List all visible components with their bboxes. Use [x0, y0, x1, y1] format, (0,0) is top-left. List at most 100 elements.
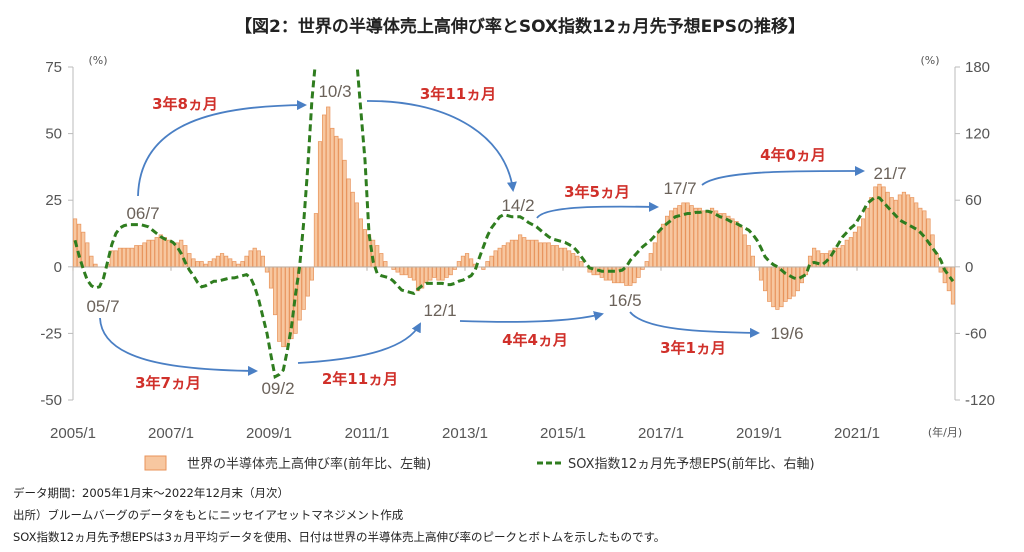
bar — [934, 253, 939, 268]
duration-label: 3年7ヵ月 — [135, 374, 201, 392]
label-21-7: 21/7 — [873, 164, 906, 183]
bar — [240, 261, 245, 268]
bar — [836, 247, 841, 268]
bar — [252, 247, 257, 268]
right-tick-label: 60 — [965, 192, 982, 209]
arrow-06-7-to-10-3 — [137, 100, 307, 197]
bar — [656, 231, 662, 268]
bar — [460, 255, 466, 268]
duration-label: 4年4ヵ月 — [502, 331, 568, 349]
bar — [456, 261, 461, 268]
bar — [362, 229, 368, 268]
right-tick-label: 120 — [965, 126, 990, 143]
label-12-1: 12/1 — [423, 301, 456, 320]
bar — [905, 194, 911, 268]
bar — [199, 261, 204, 268]
bar — [660, 223, 666, 268]
label-09-2: 09/2 — [261, 379, 294, 398]
arrow-09-2-to-12-1 — [297, 322, 421, 364]
bar — [611, 266, 617, 284]
legend-bar-swatch — [144, 455, 167, 471]
bar — [313, 213, 319, 268]
bar — [881, 186, 886, 268]
bar — [950, 266, 956, 305]
bar — [211, 258, 216, 268]
bar — [522, 237, 527, 268]
bar — [399, 266, 404, 276]
bar — [575, 255, 580, 268]
bar — [354, 202, 359, 268]
bar — [379, 253, 384, 268]
bar — [297, 266, 302, 321]
bar — [865, 207, 870, 268]
bar — [632, 266, 637, 284]
bar — [170, 242, 176, 268]
legend-line-label: SOX指数12ヵ月先予想EPS(前年比、右軸) — [568, 456, 815, 472]
left-tick-label: 25 — [45, 192, 62, 209]
bar — [138, 245, 143, 268]
x-tick-label: 2011/1 — [345, 425, 390, 442]
bar — [428, 266, 433, 281]
bar — [546, 242, 551, 268]
bar — [628, 266, 633, 286]
bar — [309, 266, 314, 281]
bar — [726, 215, 731, 268]
bar — [538, 242, 543, 268]
eps-line — [73, 66, 955, 379]
bar — [203, 263, 208, 268]
bar — [277, 266, 282, 342]
bar — [493, 250, 498, 268]
bar — [436, 266, 441, 281]
bar — [509, 239, 515, 268]
bar — [85, 242, 90, 268]
bar — [730, 218, 735, 268]
bar — [469, 258, 474, 268]
left-axis-unit: (%) — [88, 54, 107, 67]
bar — [395, 266, 400, 273]
bar — [901, 191, 907, 268]
bar — [616, 266, 621, 284]
bar — [93, 263, 98, 268]
bar — [150, 239, 155, 268]
bar — [403, 266, 408, 276]
bar — [856, 226, 862, 268]
x-tick-label: 2019/1 — [736, 425, 782, 442]
right-tick-label: -120 — [965, 392, 995, 409]
left-tick-label: -50 — [40, 392, 62, 409]
bar — [607, 266, 613, 281]
bar — [501, 245, 506, 268]
bar — [648, 253, 653, 268]
bar — [530, 239, 535, 268]
bar — [146, 239, 151, 268]
legend-bar-label: 世界の半導体売上高伸び率(前年比、左軸) — [187, 456, 431, 472]
label-19-6: 19/6 — [770, 324, 803, 343]
bar — [281, 266, 286, 348]
bar — [910, 197, 915, 268]
bar — [256, 250, 261, 268]
bar — [326, 106, 331, 268]
bar — [914, 202, 919, 268]
bar — [497, 247, 502, 268]
footnote-source: 出所）ブルームバーグのデータをもとにニッセイアセットマネジメント作成 — [13, 508, 404, 522]
right-tick-label: 0 — [965, 259, 973, 276]
duration-label: 3年1ヵ月 — [660, 339, 726, 357]
label-14-2: 14/2 — [501, 196, 534, 215]
duration-label: 2年11ヵ月 — [322, 370, 398, 388]
bar — [775, 266, 780, 310]
bar — [134, 245, 139, 268]
bar — [244, 255, 249, 268]
bar — [693, 207, 698, 268]
bar — [518, 234, 523, 268]
bar — [681, 202, 686, 268]
bar — [709, 207, 715, 268]
bar — [444, 266, 449, 278]
bar — [852, 231, 858, 268]
label-05-7: 05/7 — [86, 297, 119, 316]
bar — [121, 247, 127, 268]
left-tick-label: 75 — [45, 59, 62, 76]
bar — [224, 255, 229, 268]
bar — [424, 266, 429, 284]
footnote-period: データ期間：2005年1月末～2022年12月末（月次） — [13, 486, 289, 500]
label-06-7: 06/7 — [126, 204, 159, 223]
